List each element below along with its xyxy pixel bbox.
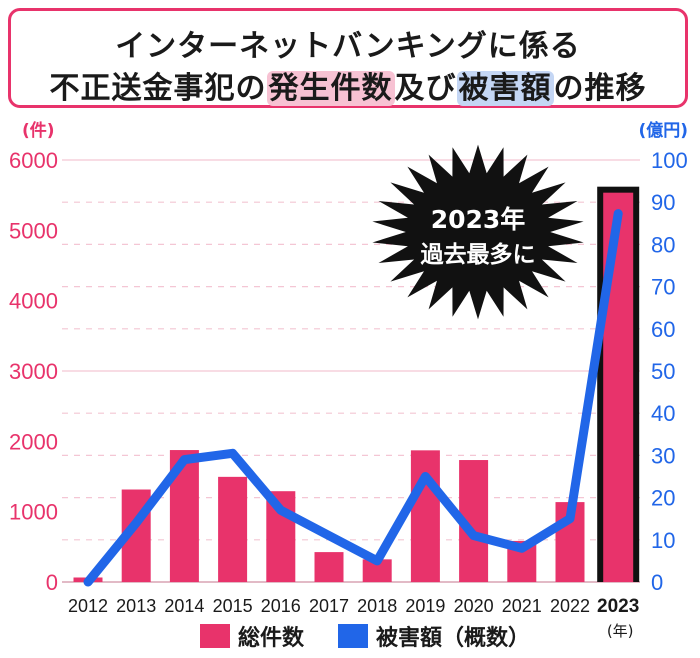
left-axis-unit: (件) <box>22 120 55 141</box>
right-tick-100: 100 <box>651 148 688 173</box>
legend-item-damage: 被害額（概数） <box>338 620 530 652</box>
bar-2018 <box>362 559 392 582</box>
bar-2017 <box>314 552 344 582</box>
left-tick-0: 0 <box>46 570 58 595</box>
x-tick-2022: 2022 <box>550 596 590 616</box>
right-tick-70: 70 <box>651 275 675 300</box>
right-tick-40: 40 <box>651 401 675 426</box>
right-tick-20: 20 <box>651 486 675 511</box>
x-tick-2013: 2013 <box>116 596 156 616</box>
title-highlight-count: 発生件数 <box>266 71 395 106</box>
x-tick-2014: 2014 <box>164 596 204 616</box>
left-tick-3000: 3000 <box>9 359 58 384</box>
legend-item-count: 総件数 <box>200 620 304 652</box>
x-tick-2021: 2021 <box>502 596 542 616</box>
right-tick-30: 30 <box>651 443 675 468</box>
left-tick-5000: 5000 <box>9 218 58 243</box>
title-line-2-pre: 不正送金事犯の <box>49 71 267 106</box>
x-tick-2012: 2012 <box>68 596 108 616</box>
left-tick-1000: 1000 <box>9 500 58 525</box>
x-axis-unit: (年) <box>607 622 634 640</box>
title-line-2-post: の推移 <box>553 71 647 106</box>
legend: 総件数 被害額（概数） <box>0 620 700 652</box>
legend-label-count: 総件数 <box>238 626 305 651</box>
series-line-damage <box>83 209 623 587</box>
x-tick-2019: 2019 <box>405 596 445 616</box>
right-tick-90: 90 <box>651 190 675 215</box>
right-tick-50: 50 <box>651 359 675 384</box>
title-highlight-damage: 被害額 <box>456 71 554 106</box>
bar-2019 <box>410 450 440 582</box>
annotation-line-1: 2023年 <box>431 205 526 234</box>
title-line-1: インターネットバンキングに係る <box>115 29 581 64</box>
right-tick-0: 0 <box>651 570 663 595</box>
legend-swatch-damage <box>338 624 368 648</box>
bar-2023 <box>603 192 634 582</box>
right-axis-unit: (億円) <box>638 120 688 141</box>
left-tick-2000: 2000 <box>9 429 58 454</box>
title-line-2: 不正送金事犯の発生件数及び被害額の推移 <box>11 63 685 107</box>
x-tick-2018: 2018 <box>357 596 397 616</box>
right-tick-80: 80 <box>651 232 675 257</box>
x-tick-2016: 2016 <box>261 596 301 616</box>
legend-swatch-count <box>200 624 230 648</box>
x-tick-2023: 2023 <box>597 596 639 617</box>
x-tick-2017: 2017 <box>309 596 349 616</box>
x-tick-2015: 2015 <box>213 596 253 616</box>
left-tick-4000: 4000 <box>9 289 58 314</box>
left-tick-6000: 6000 <box>9 148 58 173</box>
annotation-line-2: 過去最多に <box>421 241 536 268</box>
right-tick-10: 10 <box>651 528 675 553</box>
right-tick-60: 60 <box>651 317 675 342</box>
title-box: インターネットバンキングに係る 不正送金事犯の発生件数及び被害額の推移 <box>8 8 688 108</box>
bar-2015 <box>218 476 248 582</box>
legend-label-damage: 被害額（概数） <box>376 626 531 651</box>
title-line-2-mid: 及び <box>394 71 457 106</box>
x-tick-2020: 2020 <box>454 596 494 616</box>
annotation-starburst <box>372 144 584 320</box>
